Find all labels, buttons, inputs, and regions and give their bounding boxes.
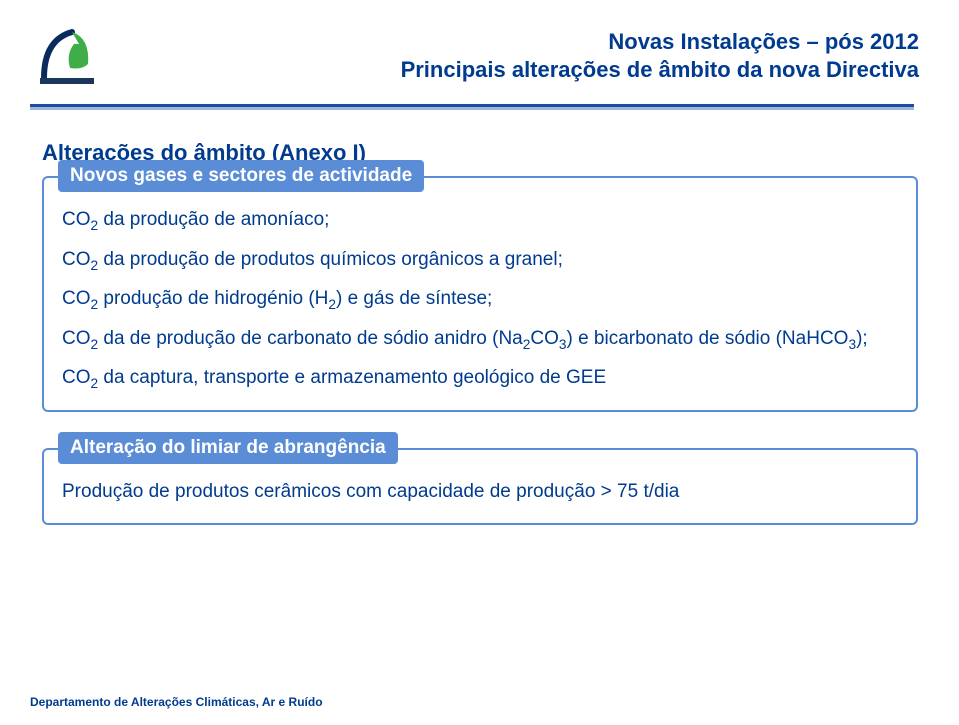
list-item: Produção de produtos cerâmicos com capac… bbox=[62, 478, 898, 506]
slide-header: Novas Instalações – pós 2012 Principais … bbox=[401, 28, 919, 83]
footer-dept: Departamento de Alterações Climáticas, A… bbox=[30, 695, 323, 709]
group-alteracao-limiar: Alteração do limiar de abrangência Produ… bbox=[42, 448, 918, 526]
legend-alteracao-limiar: Alteração do limiar de abrangência bbox=[58, 432, 398, 464]
list-item: CO2 da produção de amoníaco; bbox=[62, 206, 898, 234]
divider-rule-inner bbox=[30, 104, 914, 107]
list-item: CO2 da produção de produtos químicos org… bbox=[62, 246, 898, 274]
group-novos-gases: Novos gases e sectores de actividade CO2… bbox=[42, 176, 918, 412]
title-line-1: Novas Instalações – pós 2012 bbox=[401, 28, 919, 56]
title-line-2: Principais alterações de âmbito da nova … bbox=[401, 56, 919, 84]
slide-body: Alterações do âmbito (Anexo I) Novos gas… bbox=[42, 140, 918, 561]
divider-rule bbox=[30, 104, 914, 110]
list-item: CO2 da captura, transporte e armazenamen… bbox=[62, 364, 898, 392]
list-item: CO2 da de produção de carbonato de sódio… bbox=[62, 325, 898, 353]
list-item: CO2 produção de hidrogénio (H2) e gás de… bbox=[62, 285, 898, 313]
org-logo bbox=[30, 20, 106, 101]
legend-novos-gases: Novos gases e sectores de actividade bbox=[58, 160, 424, 192]
